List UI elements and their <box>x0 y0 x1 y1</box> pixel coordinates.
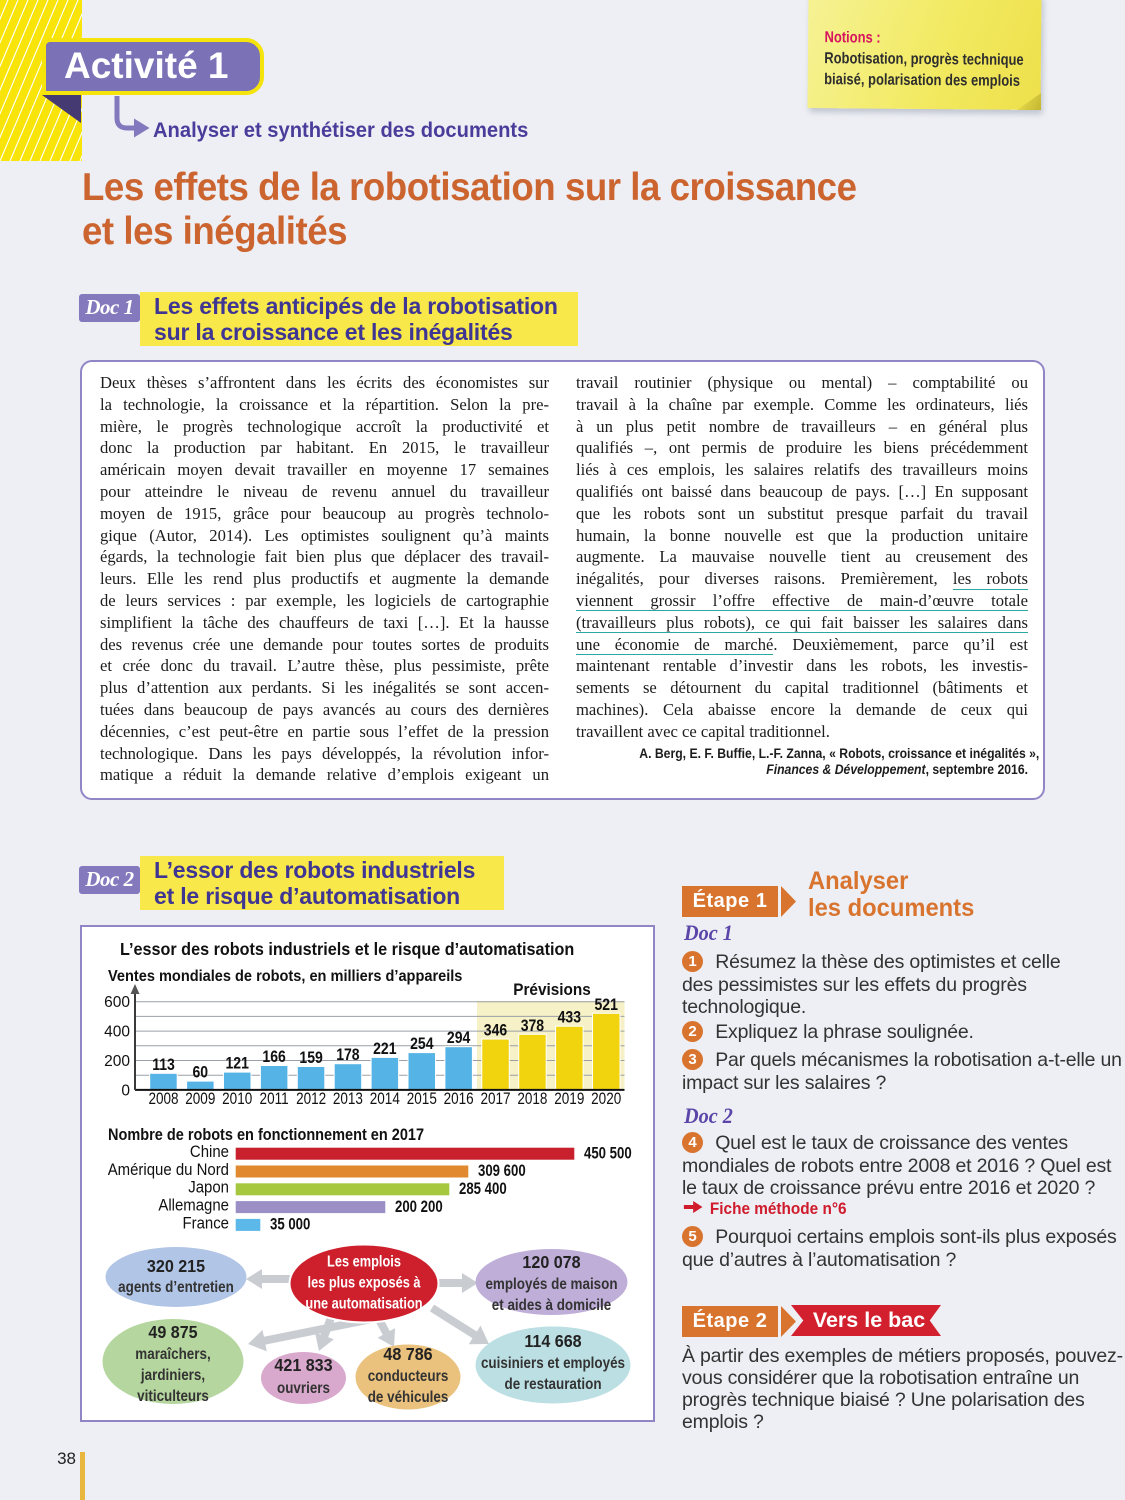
svg-text:121: 121 <box>226 1055 250 1073</box>
svg-text:2012: 2012 <box>296 1090 326 1109</box>
svg-text:les plus exposés à: les plus exposés à <box>308 1274 422 1292</box>
svg-text:221: 221 <box>373 1040 397 1058</box>
svg-text:309 600: 309 600 <box>478 1162 526 1181</box>
svg-text:Allemagne: Allemagne <box>158 1197 229 1215</box>
svg-text:employés de maison: employés de maison <box>485 1276 617 1293</box>
svg-text:2009: 2009 <box>185 1090 215 1109</box>
svg-text:200 200: 200 200 <box>395 1197 443 1216</box>
svg-text:cuisiniers et employés: cuisiniers et employés <box>481 1355 625 1372</box>
svg-text:0: 0 <box>121 1082 130 1099</box>
svg-text:450 500: 450 500 <box>584 1144 632 1163</box>
svg-text:433: 433 <box>558 1009 581 1027</box>
svg-text:35 000: 35 000 <box>270 1215 310 1234</box>
svg-text:ouvriers: ouvriers <box>277 1380 330 1397</box>
svg-text:421 833: 421 833 <box>274 1355 332 1375</box>
svg-text:de véhicules: de véhicules <box>368 1389 449 1406</box>
svg-text:2011: 2011 <box>260 1090 289 1109</box>
svg-text:L’essor des robots industriels: L’essor des robots industriels et le ris… <box>120 939 574 959</box>
svg-text:200: 200 <box>104 1053 130 1070</box>
svg-text:254: 254 <box>410 1035 434 1053</box>
svg-text:378: 378 <box>521 1017 545 1035</box>
svg-text:320 215: 320 215 <box>147 1256 205 1276</box>
svg-text:viticulteurs: viticulteurs <box>137 1388 209 1405</box>
svg-text:285 400: 285 400 <box>459 1180 507 1199</box>
svg-text:346: 346 <box>484 1021 507 1039</box>
svg-text:Ventes mondiales de robots, en: Ventes mondiales de robots, en milliers … <box>108 968 462 986</box>
svg-text:et aides à domicile: et aides à domicile <box>492 1297 611 1314</box>
svg-text:159: 159 <box>299 1049 322 1067</box>
svg-text:2017: 2017 <box>480 1090 510 1109</box>
svg-text:48 786: 48 786 <box>383 1344 432 1364</box>
svg-text:114 668: 114 668 <box>524 1331 581 1351</box>
svg-text:Amérique du Nord: Amérique du Nord <box>108 1161 229 1179</box>
svg-text:Prévisions: Prévisions <box>513 982 591 1000</box>
svg-text:2013: 2013 <box>333 1090 363 1109</box>
svg-text:Les emplois: Les emplois <box>327 1253 401 1271</box>
svg-text:2016: 2016 <box>444 1090 474 1109</box>
svg-text:2015: 2015 <box>407 1090 437 1109</box>
svg-text:49 875: 49 875 <box>148 1322 197 1342</box>
svg-text:2019: 2019 <box>554 1090 584 1109</box>
svg-text:conducteurs: conducteurs <box>368 1368 449 1385</box>
svg-text:600: 600 <box>104 994 130 1011</box>
svg-text:agents d’entretien: agents d’entretien <box>118 1279 234 1296</box>
svg-text:France: France <box>182 1214 229 1232</box>
svg-text:113: 113 <box>152 1056 175 1074</box>
svg-text:maraîchers,: maraîchers, <box>135 1346 210 1363</box>
svg-text:120 078: 120 078 <box>522 1252 580 1272</box>
svg-text:178: 178 <box>336 1046 360 1064</box>
svg-text:2010: 2010 <box>222 1090 252 1109</box>
svg-text:2018: 2018 <box>517 1090 547 1109</box>
svg-text:jardiniers,: jardiniers, <box>140 1367 205 1384</box>
svg-text:Japon: Japon <box>188 1179 229 1197</box>
svg-text:294: 294 <box>447 1029 471 1047</box>
svg-text:Chine: Chine <box>190 1143 229 1161</box>
svg-text:166: 166 <box>262 1048 285 1066</box>
svg-text:2020: 2020 <box>591 1090 621 1109</box>
svg-text:une automatisation: une automatisation <box>305 1295 422 1313</box>
svg-text:de restauration: de restauration <box>504 1376 601 1393</box>
svg-text:400: 400 <box>104 1024 130 1041</box>
svg-text:521: 521 <box>595 996 619 1014</box>
svg-text:2008: 2008 <box>148 1090 178 1109</box>
svg-text:60: 60 <box>193 1064 209 1082</box>
svg-text:2014: 2014 <box>370 1090 400 1109</box>
svg-text:Nombre de robots en fonctionne: Nombre de robots en fonctionnement en 20… <box>108 1126 424 1144</box>
